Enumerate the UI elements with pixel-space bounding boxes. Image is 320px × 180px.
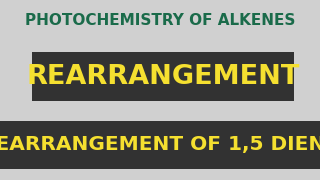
FancyBboxPatch shape <box>32 52 294 101</box>
FancyBboxPatch shape <box>0 121 320 169</box>
Text: REARRANGEMENT: REARRANGEMENT <box>27 64 300 89</box>
Text: REARRANGEMENT OF 1,5 DIENE: REARRANGEMENT OF 1,5 DIENE <box>0 135 320 154</box>
Text: PHOTOCHEMISTRY OF ALKENES: PHOTOCHEMISTRY OF ALKENES <box>25 13 295 28</box>
